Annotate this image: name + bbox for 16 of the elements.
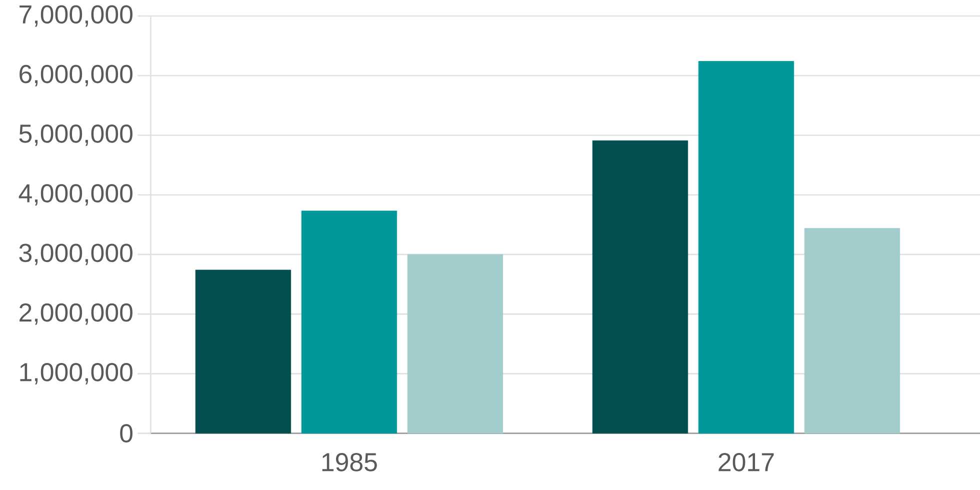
bar	[592, 140, 688, 434]
bar	[804, 228, 900, 434]
y-tick-label: 6,000,000	[20, 64, 132, 86]
y-tick-label: 7,000,000	[20, 5, 132, 27]
bar	[698, 61, 794, 434]
bar	[195, 270, 292, 434]
y-tick-label: 0	[120, 424, 132, 442]
y-tick-label: 1,000,000	[20, 362, 132, 384]
bar	[407, 254, 504, 434]
bar	[301, 210, 398, 434]
y-tick-label: 2,000,000	[20, 303, 132, 325]
y-tick-label: 3,000,000	[19, 244, 132, 266]
x-tick-label: 1985	[322, 452, 377, 472]
y-tick-label: 5,000,000	[19, 124, 132, 146]
x-tick-label: 2017	[718, 452, 774, 472]
y-tick-label: 4,000,000	[18, 184, 132, 206]
